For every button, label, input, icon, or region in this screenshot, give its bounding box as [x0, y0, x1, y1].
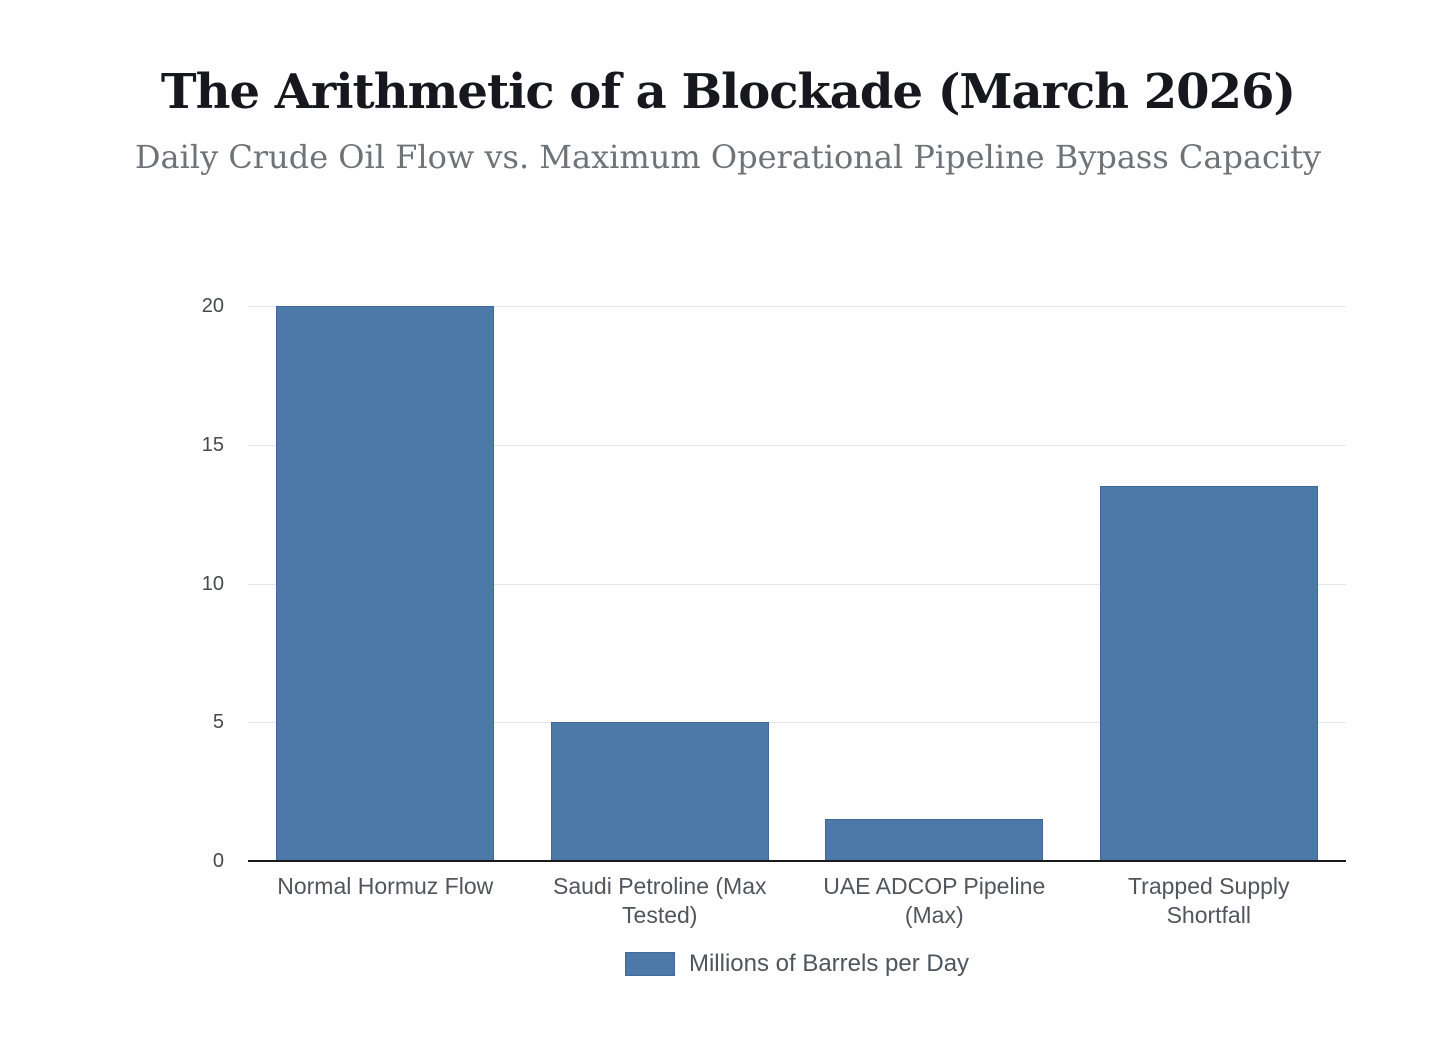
gridline-10: [248, 583, 1346, 585]
x-axis-line: [248, 860, 1346, 862]
chart-title: The Arithmetic of a Blockade (March 2026…: [160, 64, 1296, 120]
y-tick-label-0: 0: [212, 850, 224, 872]
legend-label: Millions of Barrels per Day: [688, 950, 970, 977]
y-tick-label-5: 5: [212, 711, 224, 734]
bar-normal-hormuz-flow: [276, 306, 495, 861]
gridline-15: [248, 444, 1346, 446]
gridline-20: [248, 306, 1346, 307]
y-tick-label-10: 10: [201, 572, 224, 595]
x-axis-label-trapped-supply-shortfall: Trapped Supply Shortfall: [1127, 873, 1290, 928]
gridline-5: [248, 722, 1346, 724]
legend-swatch: [624, 952, 675, 976]
bar-uae-adcop-pipeline-max: [825, 819, 1044, 861]
chart-subtitle: Daily Crude Oil Flow vs. Maximum Operati…: [134, 138, 1322, 176]
x-axis-label-uae-adcop-pipeline-max: UAE ADCOP Pipeline (Max): [823, 873, 1046, 928]
plot-area: [248, 306, 1346, 862]
y-tick-label-20: 20: [201, 295, 224, 317]
bar-saudi-petroline-max-tested: [550, 722, 769, 861]
legend: Millions of Barrels per Day: [248, 946, 1346, 982]
x-axis-category-labels: Normal Hormuz Flow Saudi Petroline (Max T…: [248, 872, 1346, 942]
y-axis-tick-labels: 0 5 10 15 20: [0, 295, 224, 872]
y-tick-label-15: 15: [201, 433, 224, 456]
x-axis-label-saudi-petroline-max-tested: Saudi Petroline (Max Tested): [553, 873, 767, 928]
bar-trapped-supply-shortfall: [1099, 486, 1318, 861]
x-axis-label-normal-hormuz-flow: Normal Hormuz Flow: [277, 873, 494, 899]
